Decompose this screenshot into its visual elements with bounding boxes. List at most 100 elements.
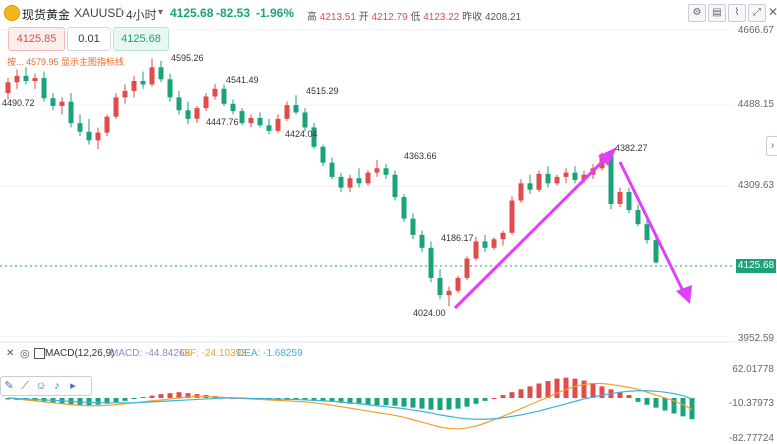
price-annotation: 4490.72 — [2, 98, 35, 108]
candle-body — [59, 101, 65, 106]
candle-body — [266, 125, 272, 131]
macd-histogram-bar — [554, 378, 560, 398]
indicator-icon[interactable]: ▤ — [708, 4, 726, 22]
price-annotation: 4447.76 — [206, 117, 239, 127]
candle-body — [275, 118, 281, 131]
collapse-icon[interactable]: ✕ — [6, 348, 15, 359]
macd-histogram-bar — [662, 397, 668, 411]
macd-histogram-bar — [131, 397, 137, 399]
candle-body — [365, 172, 371, 184]
macd-histogram-bar — [338, 397, 344, 403]
macd-histogram-bar — [356, 397, 362, 405]
price-annotation: 4515.29 — [306, 86, 339, 96]
candle-body — [32, 78, 38, 82]
price-axis-label: 4309.63 — [737, 180, 774, 191]
trend-line-icon[interactable]: ⟋ — [21, 380, 29, 392]
candle-body — [581, 174, 587, 180]
more-icon[interactable]: ▸ — [70, 380, 76, 392]
price-axis-label: 4666.67 — [737, 25, 774, 36]
candle-body — [104, 116, 110, 133]
expand-icon[interactable]: ⤢ — [748, 4, 766, 22]
macd-histogram-bar — [401, 397, 407, 407]
macd-histogram-bar — [581, 380, 587, 398]
low-value: 4123.22 — [423, 12, 460, 23]
indicator-box-icon[interactable] — [34, 348, 45, 359]
cursor-icon[interactable]: ✎ — [4, 380, 14, 392]
candle-body — [491, 239, 497, 248]
macd-histogram-bar — [428, 397, 434, 410]
candle-body — [50, 98, 56, 106]
macd-axis-label: -10.37973 — [728, 398, 774, 409]
current-price-tag: 4125.68 — [736, 259, 776, 273]
lot-input[interactable]: 0.01 — [67, 27, 111, 51]
macd-histogram-bar — [626, 395, 632, 398]
settings-icon[interactable]: ⚙ — [688, 4, 706, 22]
ohlc-readout: 高 4213.51 开 4212.79 低 4123.22 昨收 4208.21 — [307, 8, 521, 23]
buy-button[interactable]: 4125.68 — [113, 27, 169, 51]
macd-histogram-bar — [500, 395, 506, 398]
price-annotation: 4186.17 — [441, 233, 474, 243]
macd-histogram-bar — [320, 397, 326, 401]
candle-body — [455, 277, 461, 291]
candle-body — [212, 88, 218, 97]
candle-body — [383, 168, 389, 175]
candle-body — [419, 234, 425, 248]
macd-histogram-bar — [176, 392, 182, 398]
macd-histogram-bar — [158, 394, 164, 398]
candle-body — [464, 258, 470, 278]
collapse-arrow[interactable]: › — [766, 136, 777, 156]
high-value: 4213.51 — [319, 12, 356, 23]
candle-body — [194, 108, 200, 119]
candle-body — [482, 241, 488, 248]
macd-histogram-bar — [644, 397, 650, 405]
macd-histogram-bar — [590, 383, 596, 398]
tooltip-hint: 按... 4579.95 显示主图指标线 — [7, 57, 125, 67]
prev-close-label: 昨收 — [462, 12, 483, 23]
candle-body — [473, 241, 479, 259]
macd-histogram-bar — [392, 397, 398, 406]
macd-histogram-bar — [653, 397, 659, 408]
sell-button[interactable]: 4125.85 — [8, 27, 65, 51]
macd-histogram-bar — [293, 397, 299, 400]
symbol-code[interactable]: XAUUSD — [74, 6, 125, 20]
candle-body — [149, 67, 155, 85]
emoji-icon[interactable]: ☺ — [35, 380, 47, 392]
macd-histogram-bar — [473, 397, 479, 404]
mic-icon[interactable]: ♪ — [54, 380, 60, 392]
candle-body — [158, 67, 164, 80]
macd-histogram-bar — [446, 397, 452, 410]
candle-body — [356, 178, 362, 184]
macd-histogram-bar — [185, 393, 191, 398]
price-change: -82.53 — [216, 6, 251, 20]
candle-body — [608, 154, 614, 204]
candle-body — [329, 162, 335, 177]
macd-histogram-bar — [113, 397, 119, 403]
interval-dropdown-icon[interactable]: ▾ — [158, 7, 164, 18]
candle-body — [410, 218, 416, 235]
macd-histogram-bar — [464, 397, 470, 407]
interval-selector[interactable]: 4小时 — [126, 8, 157, 22]
macd-histogram-bar — [689, 397, 695, 420]
macd-histogram-bar — [527, 386, 533, 398]
macd-histogram-bar — [437, 397, 443, 411]
candle-body — [572, 172, 578, 180]
macd-histogram-bar — [302, 397, 308, 400]
symbol-name[interactable]: 现货黄金 — [22, 8, 71, 22]
candle-body — [293, 105, 299, 113]
price-annotation: 4363.66 — [404, 151, 437, 161]
macd-histogram-bar — [374, 397, 380, 406]
close-icon[interactable]: ✕ — [768, 5, 777, 19]
chart-type-icon[interactable]: ⌇ — [728, 4, 746, 22]
candle-body — [113, 97, 119, 117]
macd-histogram-bar — [635, 397, 641, 402]
prev-close-value: 4208.21 — [484, 12, 522, 23]
macd-histogram-bar — [149, 395, 155, 398]
low-label: 低 — [410, 12, 421, 23]
candle-body — [77, 123, 83, 132]
eye-icon[interactable]: ◎ — [20, 348, 30, 360]
candle-body — [374, 168, 380, 173]
gold-coin-icon — [4, 5, 20, 21]
price-annotation: 4024.00 — [413, 308, 446, 318]
macd-histogram-bar — [122, 397, 128, 401]
